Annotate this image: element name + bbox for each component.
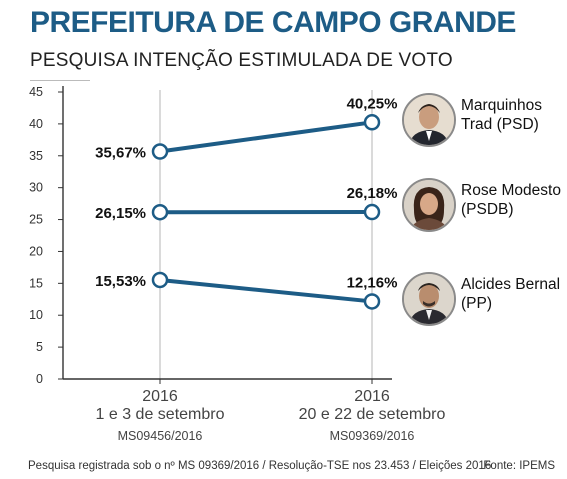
data-point bbox=[363, 203, 381, 221]
candidate-label: Marquinhos Trad (PSD) bbox=[461, 96, 542, 134]
data-point bbox=[151, 203, 169, 221]
y-tick-label: 45 bbox=[29, 85, 43, 99]
data-label: 15,53% bbox=[95, 273, 146, 290]
footer-source: Fonte: IPEMS bbox=[483, 460, 555, 472]
data-label: 26,15% bbox=[95, 205, 146, 222]
x-tick-year: 2016 bbox=[354, 388, 390, 405]
candidate-alcides: Alcides Bernal (PP) bbox=[402, 272, 567, 328]
y-tick-label: 0 bbox=[36, 372, 43, 386]
candidate-photo-icon bbox=[402, 178, 456, 232]
series-line bbox=[158, 120, 374, 154]
data-label: 26,18% bbox=[347, 185, 398, 202]
candidate-label: Alcides Bernal (PP) bbox=[461, 275, 560, 313]
candidate-photo-icon bbox=[402, 272, 456, 326]
y-tick-label: 30 bbox=[29, 181, 43, 195]
chart-title: PREFEITURA DE CAMPO GRANDE bbox=[30, 6, 516, 39]
candidate-name: Marquinhos bbox=[461, 97, 542, 114]
x-tick-code: MS09369/2016 bbox=[330, 429, 415, 443]
candidate-label: Rose Modesto (PSDB) bbox=[461, 181, 561, 219]
data-point bbox=[151, 143, 169, 160]
data-label: 12,16% bbox=[347, 274, 398, 291]
candidate-marquinhos: Marquinhos Trad (PSD) bbox=[402, 93, 567, 149]
y-tick-label: 20 bbox=[29, 244, 43, 258]
candidate-rose: Rose Modesto (PSDB) bbox=[402, 178, 567, 234]
chart-subtitle: PESQUISA INTENÇÃO ESTIMULADA DE VOTO bbox=[30, 50, 453, 71]
x-tick-code: MS09456/2016 bbox=[118, 429, 203, 443]
candidate-party: (PSDB) bbox=[461, 201, 514, 218]
candidate-party: (PP) bbox=[461, 295, 492, 312]
data-point bbox=[363, 114, 381, 131]
data-point bbox=[363, 293, 381, 310]
candidate-photo-icon bbox=[402, 93, 456, 147]
data-label: 40,25% bbox=[347, 95, 398, 112]
candidate-name: Rose Modesto bbox=[461, 182, 561, 199]
series-line bbox=[158, 277, 374, 304]
title-divider bbox=[30, 80, 90, 81]
candidate-name: Alcides Bernal bbox=[461, 276, 561, 293]
y-tick-label: 15 bbox=[29, 276, 43, 290]
y-tick-label: 25 bbox=[29, 213, 43, 227]
x-tick-year: 2016 bbox=[142, 388, 178, 405]
data-point bbox=[151, 271, 169, 289]
x-tick-dates: 1 e 3 de setembro bbox=[96, 406, 225, 423]
y-tick-label: 5 bbox=[36, 340, 43, 354]
y-tick-label: 40 bbox=[29, 117, 43, 131]
y-tick-label: 10 bbox=[29, 308, 43, 322]
y-tick-label: 35 bbox=[29, 149, 43, 163]
x-tick-dates: 20 e 22 de setembro bbox=[299, 406, 446, 423]
footer-note: Pesquisa registrada sob o nº MS 09369/20… bbox=[28, 460, 492, 472]
data-label: 35,67% bbox=[95, 145, 146, 162]
candidate-party: Trad (PSD) bbox=[461, 116, 539, 133]
